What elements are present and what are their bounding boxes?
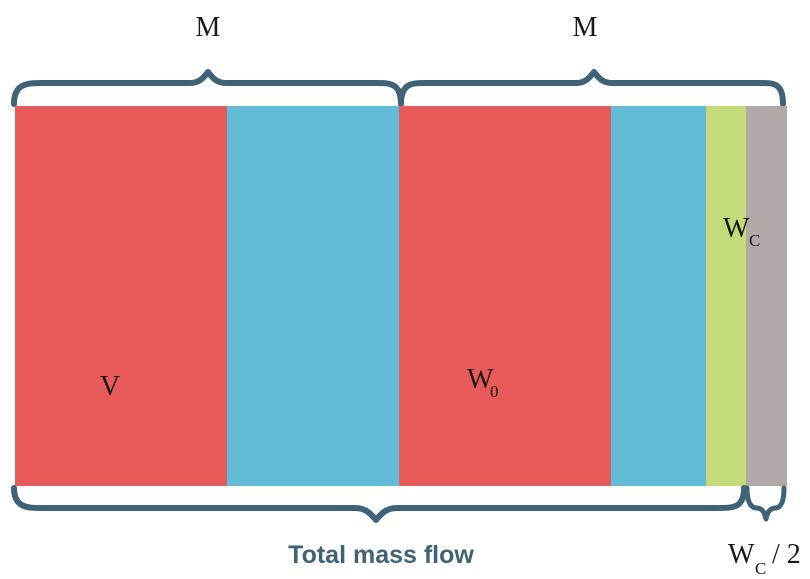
segment-blue-1 [227, 106, 399, 486]
v-label: V [100, 371, 120, 402]
segment-gray [746, 106, 787, 486]
top-right-m-label: M [573, 12, 598, 43]
w0-subscript: 0 [490, 382, 499, 401]
w0-label: W [467, 364, 494, 395]
wc-label: W [723, 213, 750, 244]
wc-subscript: C [749, 231, 760, 250]
top-left-brace [11, 69, 404, 107]
segment-wc-green [706, 106, 746, 486]
wc-half-label: W [728, 539, 755, 570]
segment-w0-red [399, 106, 611, 486]
total-mass-flow-caption: Total mass flow [288, 541, 474, 569]
bottom-total-brace [11, 485, 747, 523]
top-left-m-label: M [196, 12, 221, 43]
wc-half-suffix: / 2 [772, 539, 801, 570]
segment-blue-2 [611, 106, 706, 486]
wc-half-subscript: C [755, 559, 766, 578]
segment-v-red [15, 106, 227, 486]
bottom-half-brace [744, 485, 787, 522]
top-right-brace [398, 69, 786, 107]
